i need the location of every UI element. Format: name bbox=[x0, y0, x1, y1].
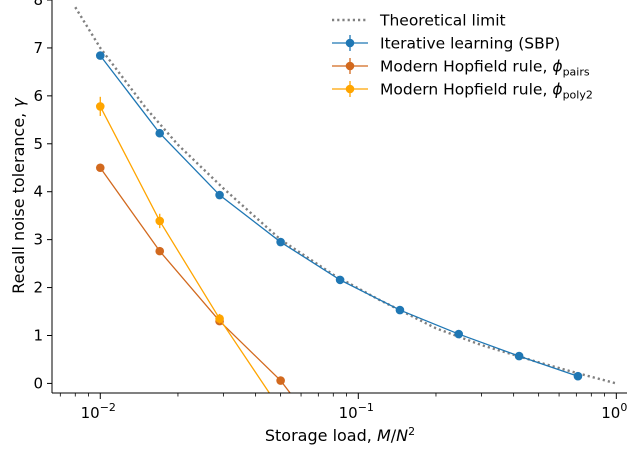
legend-label-theoretical-limit: Theoretical limit bbox=[379, 12, 506, 30]
iterative-learning-sbp-point bbox=[514, 351, 524, 361]
plot-area bbox=[74, 6, 617, 393]
y-tick-label: 3 bbox=[33, 231, 43, 249]
x-axis: 10−2 10−1 100 bbox=[59, 393, 627, 422]
legend-label-modern-hopfield-rule-poly2: Modern Hopfield rule, ϕpoly2 bbox=[380, 81, 593, 102]
legend-swatch-marker bbox=[345, 61, 355, 71]
y-tick-label: 0 bbox=[33, 374, 43, 392]
x-tick-label: 10−2 bbox=[81, 401, 116, 422]
legend-swatch-marker bbox=[345, 38, 355, 48]
iterative-learning-sbp-point bbox=[276, 237, 285, 247]
y-axis: 0 1 2 3 4 5 6 7 8 bbox=[33, 0, 52, 392]
modern-hopfield-rule-pairs-point bbox=[155, 246, 165, 256]
modern-hopfield-rule-poly2-point bbox=[95, 102, 105, 111]
y-tick-label: 5 bbox=[33, 135, 43, 153]
iterative-learning-sbp-point bbox=[573, 371, 583, 381]
modern-hopfield-rule-poly2-point bbox=[155, 216, 165, 226]
y-tick-label: 7 bbox=[33, 39, 43, 57]
x-tick-label: 100 bbox=[601, 401, 627, 422]
iterative-learning-sbp-point bbox=[155, 128, 165, 138]
y-axis-label: Recall noise tolerance, γ bbox=[9, 97, 28, 294]
iterative-learning-sbp-point bbox=[215, 190, 224, 200]
x-tick-label: 10−1 bbox=[339, 401, 374, 422]
y-tick-label: 1 bbox=[33, 326, 43, 344]
iterative-learning-sbp-point bbox=[454, 329, 464, 339]
iterative-learning-sbp-point bbox=[335, 275, 345, 285]
y-tick-label: 4 bbox=[33, 183, 43, 201]
modern-hopfield-rule-pairs-point bbox=[276, 376, 285, 385]
iterative-learning-sbp-point bbox=[395, 305, 405, 315]
modern-hopfield-rule-pairs-point bbox=[95, 163, 105, 173]
modern-hopfield-rule-poly2-line bbox=[99, 106, 271, 393]
legend-label-modern-hopfield-rule-pairs: Modern Hopfield rule, ϕpairs bbox=[380, 58, 590, 79]
x-axis-label: Storage load, M/N2 bbox=[265, 425, 415, 445]
legend: Theoretical limit Iterative learning (SBP… bbox=[332, 12, 593, 102]
y-tick-label: 8 bbox=[33, 0, 43, 9]
iterative-learning-sbp-line bbox=[99, 55, 579, 377]
iterative-learning-sbp-point bbox=[95, 51, 105, 60]
legend-swatch-marker bbox=[345, 84, 355, 94]
y-tick-label: 6 bbox=[33, 87, 43, 105]
legend-label-iterative-learning-sbp: Iterative learning (SBP) bbox=[380, 35, 560, 53]
modern-hopfield-rule-poly2-point bbox=[215, 314, 224, 324]
y-tick-label: 2 bbox=[33, 279, 43, 297]
